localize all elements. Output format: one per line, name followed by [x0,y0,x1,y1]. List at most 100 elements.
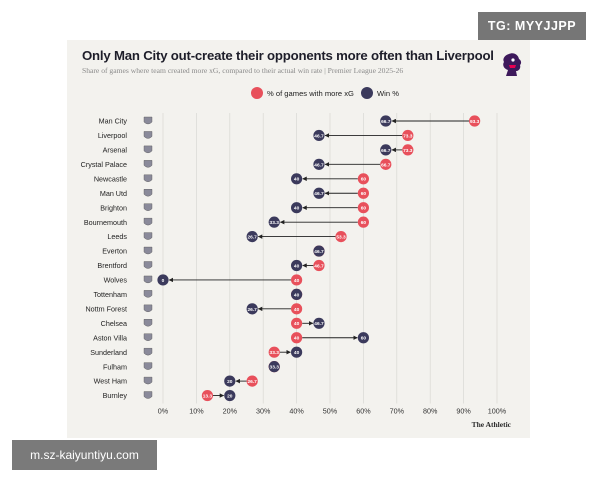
club-badge-icon [143,348,153,356]
club-badge-icon [143,145,153,154]
win-value-label: 66.7 [381,148,391,154]
team-name: Tottenham [93,290,127,299]
team-name: Brentford [97,261,127,270]
team-row: Arsenal 73.3 66.7 [103,144,414,156]
xg-point [246,375,258,387]
x-gridlines [162,113,498,404]
win-value-label: 66.7 [381,119,391,125]
x-tick-label: 10% [189,407,204,416]
team-row: West Ham 26.7 20 [94,375,258,387]
win-value-label: 40 [294,350,300,356]
xg-value-label: 60 [361,191,367,197]
xg-value-label: 40 [294,307,300,313]
win-value-label: 40 [294,206,300,212]
win-point [313,129,325,142]
team-name: Brighton [100,203,127,212]
win-value-label: 33.3 [270,365,280,371]
club-badge-icon [143,116,153,125]
xg-value-label: 73.3 [403,133,413,139]
win-point [291,259,303,272]
xg-value-label: 40 [294,336,300,342]
win-value-label: 20 [227,379,233,385]
legend-swatch-xg [251,87,263,99]
win-point [313,187,325,199]
team-name: Chelsea [101,319,127,328]
xg-point [291,303,303,315]
win-value-label: 40 [294,263,300,269]
team-name: Aston Villa [93,333,127,342]
xg-point [291,317,303,329]
win-point [157,274,169,286]
club-badge-icon [143,333,153,341]
xg-point [380,158,392,170]
xg-point [357,216,369,228]
xg-point [357,202,369,214]
club-badge-icon [143,246,153,255]
win-point [380,115,392,127]
xg-point [313,259,325,272]
team-name: Wolves [104,276,128,285]
legend: % of games with more xG Win % [251,87,399,99]
x-tick-label: 70% [390,407,405,416]
x-tick-label: 80% [423,407,438,416]
team-name: Bournemouth [84,218,127,227]
xg-value-label: 66.7 [381,162,391,168]
club-badge-icon [143,174,153,182]
x-tick-label: 0% [158,407,169,416]
team-row: Brentford 46.7 40 [97,259,325,272]
win-value-label: 46.7 [314,162,324,168]
xg-point [402,144,414,156]
team-row: Leeds 53.3 26.7 [107,231,347,243]
team-name: Newcastle [94,174,127,183]
club-badge-icon [143,319,153,327]
watermark-top: TG: MYYJJPP [478,12,586,40]
watermark-bottom: m.sz-kaiyuntiyu.com [12,440,157,470]
win-value-label: 60 [361,336,367,342]
win-point [380,144,392,156]
team-name: Arsenal [103,146,128,155]
win-point [224,389,236,402]
source-label: The Athletic [472,420,512,429]
xg-point [201,389,214,402]
club-badge-icon [143,189,153,197]
xg-point [357,187,369,199]
x-tick-label: 50% [323,407,338,416]
team-row: Liverpool 73.3 46.7 [98,129,414,142]
win-point [291,173,303,185]
team-name: Nottm Forest [85,304,127,313]
team-name: Everton [102,247,127,256]
team-name: Sunderland [90,348,127,357]
win-value-label: 40 [294,177,300,183]
team-name: Crystal Palace [81,160,127,169]
xg-value-label: 60 [361,177,367,183]
win-point [246,303,258,315]
xg-point [357,173,369,185]
win-point [224,375,236,387]
club-badge-icon [143,376,153,385]
xg-value-label: 53.3 [336,235,346,241]
team-row: Sunderland 33.3 40 [90,346,303,358]
x-axis: 0% 10% 20% 30% 40% 50% 60% 70% 80% 90% 100% [158,407,507,416]
xg-value-label: 93.3 [470,119,480,125]
win-point [313,245,325,257]
club-badge-icon [143,232,153,240]
premier-league-logo-icon [503,53,522,76]
chart-subtitle: Share of games where team created more x… [82,66,404,75]
xg-value-label: 46.7 [314,263,324,269]
win-point [313,317,325,329]
win-point [291,202,303,214]
win-point [291,288,303,300]
win-point [291,346,303,358]
xg-point [291,274,303,286]
team-row: Chelsea 40 46.7 [101,317,325,329]
win-value-label: 0 [162,278,165,284]
team-row: Burnley 13.3 20 [103,389,236,402]
xg-point [402,129,414,142]
chart-title: Only Man City out-create their opponents… [82,48,494,63]
club-badge-icon [143,362,153,370]
x-tick-label: 60% [356,407,371,416]
xg-value-label: 60 [361,206,367,212]
xg-point [469,115,481,127]
xg-point [291,332,303,344]
club-badge-icon [143,217,153,226]
